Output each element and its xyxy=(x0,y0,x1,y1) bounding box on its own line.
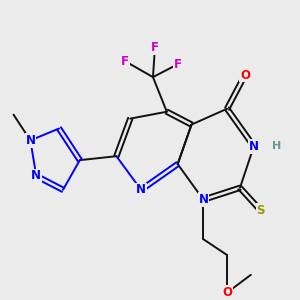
Text: F: F xyxy=(151,41,159,54)
Text: N: N xyxy=(26,134,35,147)
Text: F: F xyxy=(121,55,129,68)
Text: O: O xyxy=(222,286,232,299)
Text: N: N xyxy=(136,183,146,196)
Text: N: N xyxy=(198,193,208,206)
Text: S: S xyxy=(256,204,265,217)
Text: N: N xyxy=(249,140,259,153)
Text: O: O xyxy=(240,69,250,82)
Text: N: N xyxy=(31,169,41,182)
Text: F: F xyxy=(174,58,182,71)
Text: H: H xyxy=(272,141,281,151)
